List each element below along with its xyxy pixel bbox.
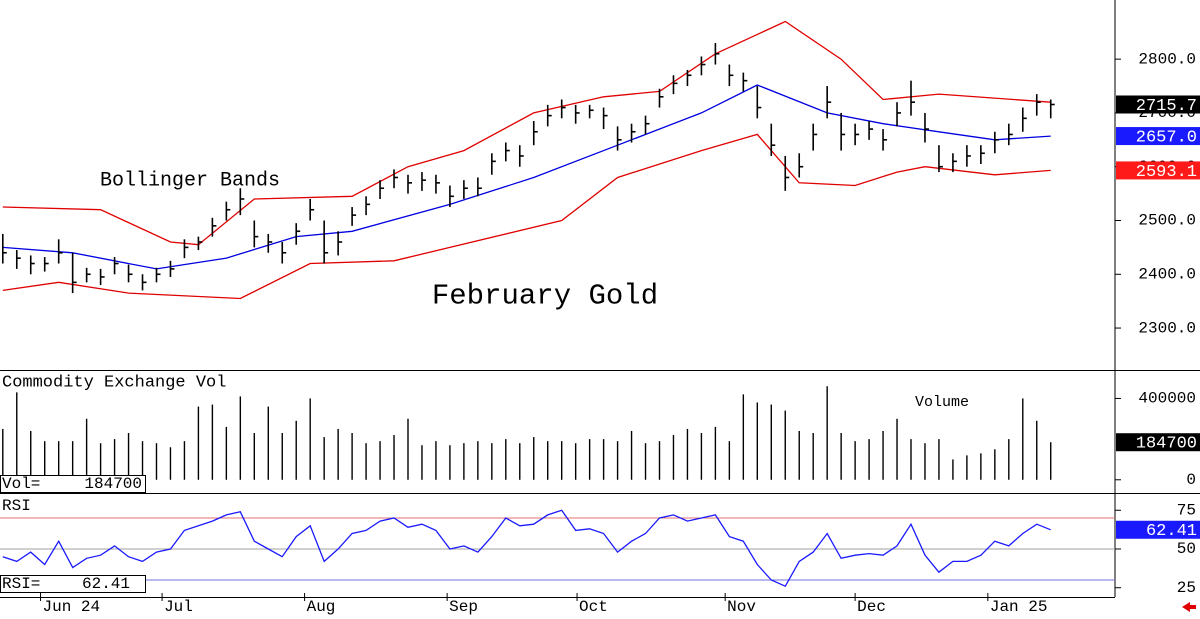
panel-title: Commodity Exchange Vol (2, 373, 226, 392)
x-tick-label: Dec (857, 598, 886, 616)
value-tag-label: 184700 (1136, 435, 1197, 454)
y-tick-label: 2300.0 (1138, 319, 1196, 337)
x-tick-label: Jan 25 (990, 598, 1048, 616)
y-tick-label: 2400.0 (1138, 265, 1196, 283)
value-tag (1116, 95, 1200, 114)
value-tag (1116, 520, 1200, 539)
scroll-arrow[interactable] (1182, 602, 1196, 612)
readout-box (0, 475, 146, 493)
value-tag-label: 2715.7 (1136, 97, 1197, 116)
value-tag-label: 2657.0 (1136, 129, 1197, 148)
band-line (2, 133, 1051, 300)
x-tick-label: Aug (307, 598, 336, 616)
chart-title: February Gold (432, 280, 658, 313)
readout-label: Vol= (2, 475, 40, 493)
readout-value: 62.41 (82, 575, 130, 593)
rsi-line (2, 509, 1051, 588)
value-tag-label: 2593.1 (1136, 163, 1197, 182)
readout-box (0, 575, 146, 593)
x-tick-label: Sep (449, 598, 478, 616)
y-tick-label: 75 (1177, 501, 1196, 519)
readout-value: 184700 (84, 475, 142, 493)
x-tick-label: Jun 24 (43, 598, 101, 616)
panel-title: RSI (2, 497, 31, 515)
y-tick-label: 25 (1177, 579, 1196, 597)
x-tick-label: Oct (579, 598, 608, 616)
x-tick-label: Nov (727, 598, 756, 616)
value-tag (1116, 433, 1200, 452)
y-tick-label: 400000 (1138, 390, 1196, 408)
annotation: Volume (915, 394, 969, 411)
annotation: Bollinger Bands (100, 169, 280, 192)
y-tick-label: 0 (1186, 471, 1196, 489)
value-tag (1116, 161, 1200, 180)
y-tick-label: 2800.0 (1138, 50, 1196, 68)
band-line (2, 84, 1051, 270)
band-line (2, 20, 1051, 246)
readout-label: RSI= (2, 575, 40, 593)
y-tick-label: 2500.0 (1138, 212, 1196, 230)
x-tick-label: Jul (164, 598, 193, 616)
value-tag-label: 62.41 (1146, 522, 1197, 541)
value-tag (1116, 127, 1200, 146)
y-tick-label: 50 (1177, 540, 1196, 558)
